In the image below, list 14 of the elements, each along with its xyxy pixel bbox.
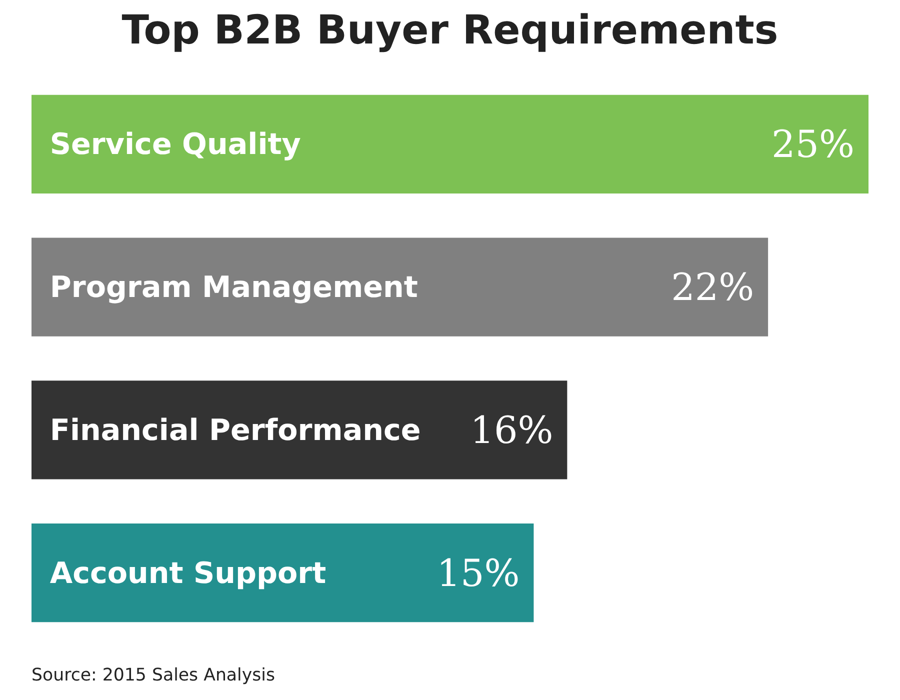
data-label: 25% xyxy=(772,122,854,166)
bar xyxy=(32,380,568,480)
bar xyxy=(32,524,534,622)
y-tick-label: Program Management xyxy=(50,270,418,304)
data-label: 22% xyxy=(671,265,754,310)
data-label: 15% xyxy=(436,550,520,595)
y-tick-label: Service Quality xyxy=(50,127,301,162)
y-tick-label: Account Support xyxy=(50,556,326,590)
bar xyxy=(32,238,768,336)
bar xyxy=(32,94,868,194)
source-note: Source: 2015 Sales Analysis xyxy=(32,666,275,686)
data-label: 16% xyxy=(470,408,554,452)
chart-title: Top B2B Buyer Requirements xyxy=(122,8,778,54)
y-tick-label: Financial Performance xyxy=(50,412,421,447)
